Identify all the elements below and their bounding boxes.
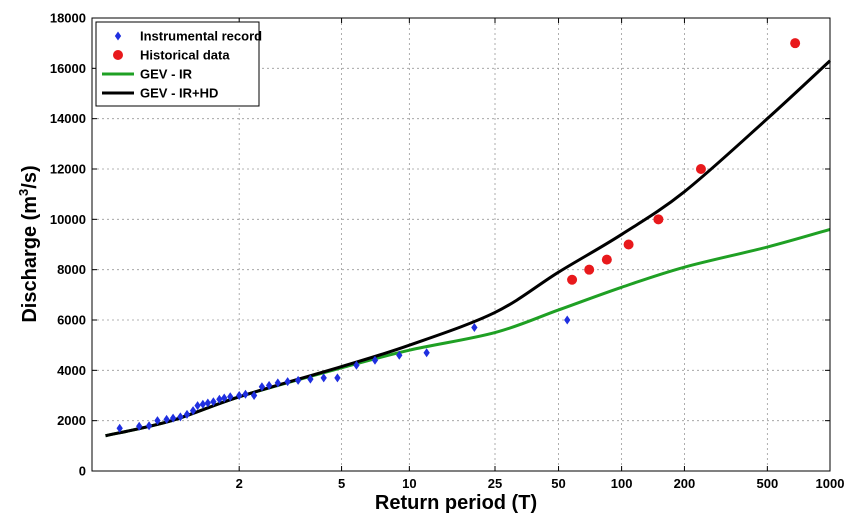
y-tick-label: 14000 [50,111,86,126]
data-point-diamond [169,413,177,423]
data-point-diamond [221,393,228,403]
data-point-diamond [177,412,184,422]
data-point-circle [584,264,595,275]
y-tick-label: 6000 [57,313,86,328]
legend-label: Historical data [140,48,230,63]
legend-marker-circle [113,50,123,60]
legend-label: GEV - IR+HD [140,86,218,101]
legend-marker-diamond [114,31,122,41]
data-point-circle [695,164,706,174]
data-point-circle [653,214,664,225]
y-axis-title-superscript: 3 [16,189,31,196]
data-point-diamond [371,355,379,365]
data-point-diamond [189,406,197,416]
data-point-diamond [194,401,201,411]
data-point-diamond [216,394,223,404]
data-point-diamond [116,423,123,433]
y-axis-title-main: Discharge (m [19,196,41,323]
data-point-diamond [396,350,403,360]
series-historical-data [567,38,801,285]
data-point-diamond [423,348,430,358]
y-tick-label: 8000 [57,262,86,277]
data-point-diamond [250,391,258,400]
data-point-diamond [163,414,170,424]
y-tick-label: 4000 [57,363,86,378]
data-point-circle [623,239,634,250]
series-instrumental-record [116,315,571,433]
legend: Instrumental record Historical data GEV - … [95,21,262,107]
x-tick-label: 100 [611,476,633,491]
data-point-diamond [353,360,360,370]
data-point-diamond [320,373,327,383]
data-point-diamond [284,377,291,387]
data-point-diamond [227,392,234,402]
x-tick-label: 5 [338,476,345,491]
data-point-diamond [258,382,266,392]
data-point-diamond [210,397,217,407]
y-tick-label: 0 [79,464,86,479]
y-tick-label: 2000 [57,413,86,428]
y-tick-label: 16000 [50,61,86,76]
x-tick-label: 500 [756,476,778,491]
data-point-diamond [145,421,153,431]
y-tick-label: 12000 [50,162,86,177]
data-point-circle [790,38,801,49]
data-point-diamond [136,421,143,431]
data-point-circle [567,274,578,285]
data-point-diamond [183,409,191,419]
x-tick-label: 200 [674,476,696,491]
x-tick-label: 50 [551,476,565,491]
x-tick-label: 10 [402,476,416,491]
data-point-diamond [242,389,249,399]
series-layer [105,38,832,438]
y-axis-title: Discharge (m3/s) [16,165,41,322]
axes: 0 2000 4000 6000 8000 10000 12000 14000 16000 180… [50,11,845,492]
y-tick-label: 18000 [50,11,86,26]
data-point-diamond [307,374,314,384]
data-point-diamond [236,391,243,400]
data-point-diamond [334,373,341,383]
data-point-circle [601,254,612,265]
data-point-diamond [274,378,281,388]
legend-label: GEV - IR [140,67,193,82]
x-tick-label: 25 [488,476,502,491]
plot-frame [91,17,831,472]
x-tick-label: 1000 [816,476,845,491]
x-tick-label: 2 [236,476,243,491]
legend-label: Instrumental record [140,29,262,44]
data-point-diamond [294,375,302,385]
grid [92,18,830,471]
data-point-diamond [199,399,207,409]
y-tick-label: 10000 [50,212,86,227]
data-point-diamond [154,416,161,426]
data-point-diamond [471,323,478,333]
y-axis-title-tail: /s) [19,165,41,188]
data-point-diamond [564,315,571,325]
data-point-diamond [204,398,211,408]
x-axis-title: Return period (T) [375,492,537,514]
data-point-diamond [265,380,273,390]
